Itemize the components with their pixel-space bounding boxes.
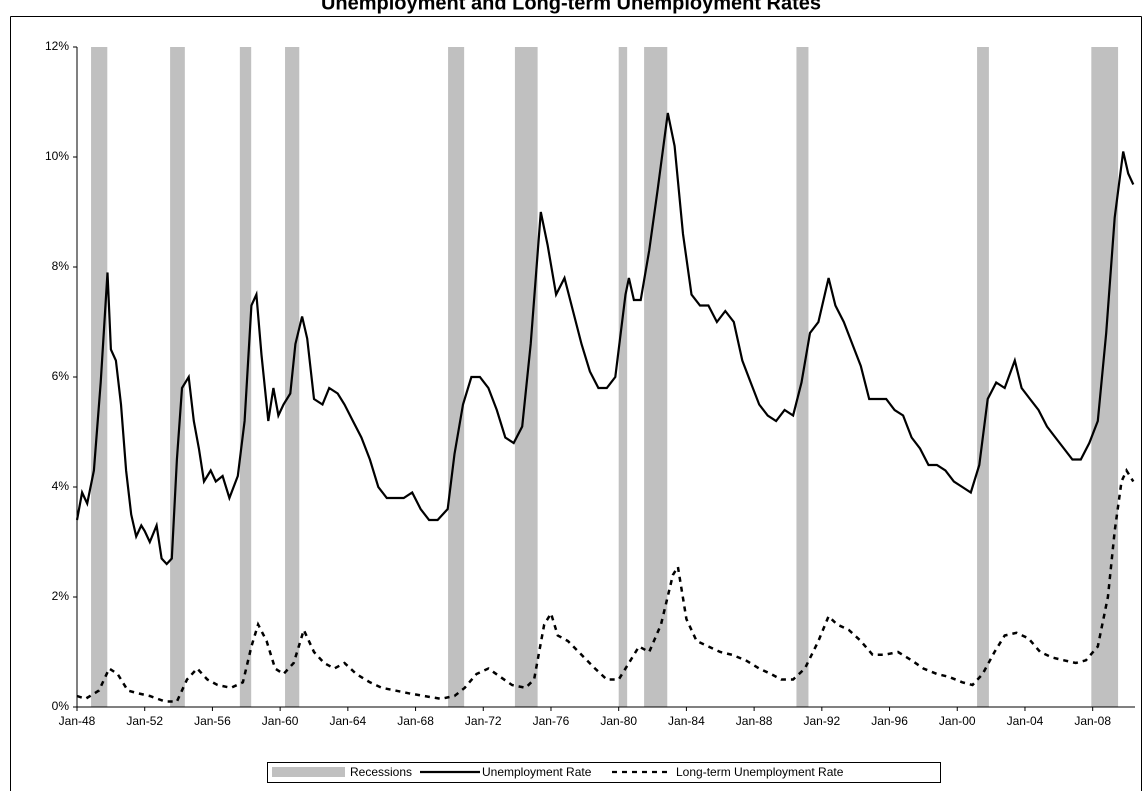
y-tick-label: 12% — [45, 39, 69, 53]
recession-band — [618, 47, 628, 707]
series-line — [76, 467, 1135, 703]
x-tick-label: Jan-88 — [736, 714, 773, 728]
recession-band — [977, 47, 989, 707]
recession-band — [239, 47, 252, 707]
chart-title: Unemployment and Long-term Unemployment … — [321, 0, 821, 14]
x-tick-label: Jan-72 — [465, 714, 502, 728]
legend-label: Unemployment Rate — [482, 765, 592, 779]
legend-label: Long-term Unemployment Rate — [676, 765, 844, 779]
x-tick-label: Jan-80 — [600, 714, 637, 728]
recession-band — [91, 47, 108, 707]
legend-box — [267, 762, 941, 783]
x-tick-label: Jan-76 — [533, 714, 570, 728]
x-tick-label: Jan-60 — [262, 714, 299, 728]
y-tick-label: 4% — [52, 479, 70, 493]
series-line — [75, 112, 1135, 566]
recession-band — [448, 47, 465, 707]
x-tick-label: Jan-00 — [939, 714, 976, 728]
x-tick-label: Jan-92 — [803, 714, 840, 728]
x-tick-label: Jan-56 — [194, 714, 231, 728]
y-tick-label: 0% — [52, 699, 70, 713]
y-tick-label: 10% — [45, 149, 69, 163]
x-tick-label: Jan-96 — [871, 714, 908, 728]
recession-band — [170, 47, 185, 707]
x-tick-label: Jan-52 — [126, 714, 163, 728]
y-tick-label: 2% — [52, 589, 70, 603]
x-tick-label: Jan-84 — [668, 714, 705, 728]
recession-band — [1091, 47, 1119, 707]
x-tick-label: Jan-08 — [1074, 714, 1111, 728]
x-tick-label: Jan-04 — [1007, 714, 1044, 728]
x-tick-label: Jan-64 — [329, 714, 366, 728]
legend-label: Recessions — [350, 765, 412, 779]
y-tick-label: 8% — [52, 259, 70, 273]
y-tick-label: 6% — [52, 369, 70, 383]
legend-swatch — [272, 767, 345, 777]
x-tick-label: Jan-48 — [59, 714, 96, 728]
x-tick-label: Jan-68 — [397, 714, 434, 728]
recession-band — [644, 47, 668, 707]
